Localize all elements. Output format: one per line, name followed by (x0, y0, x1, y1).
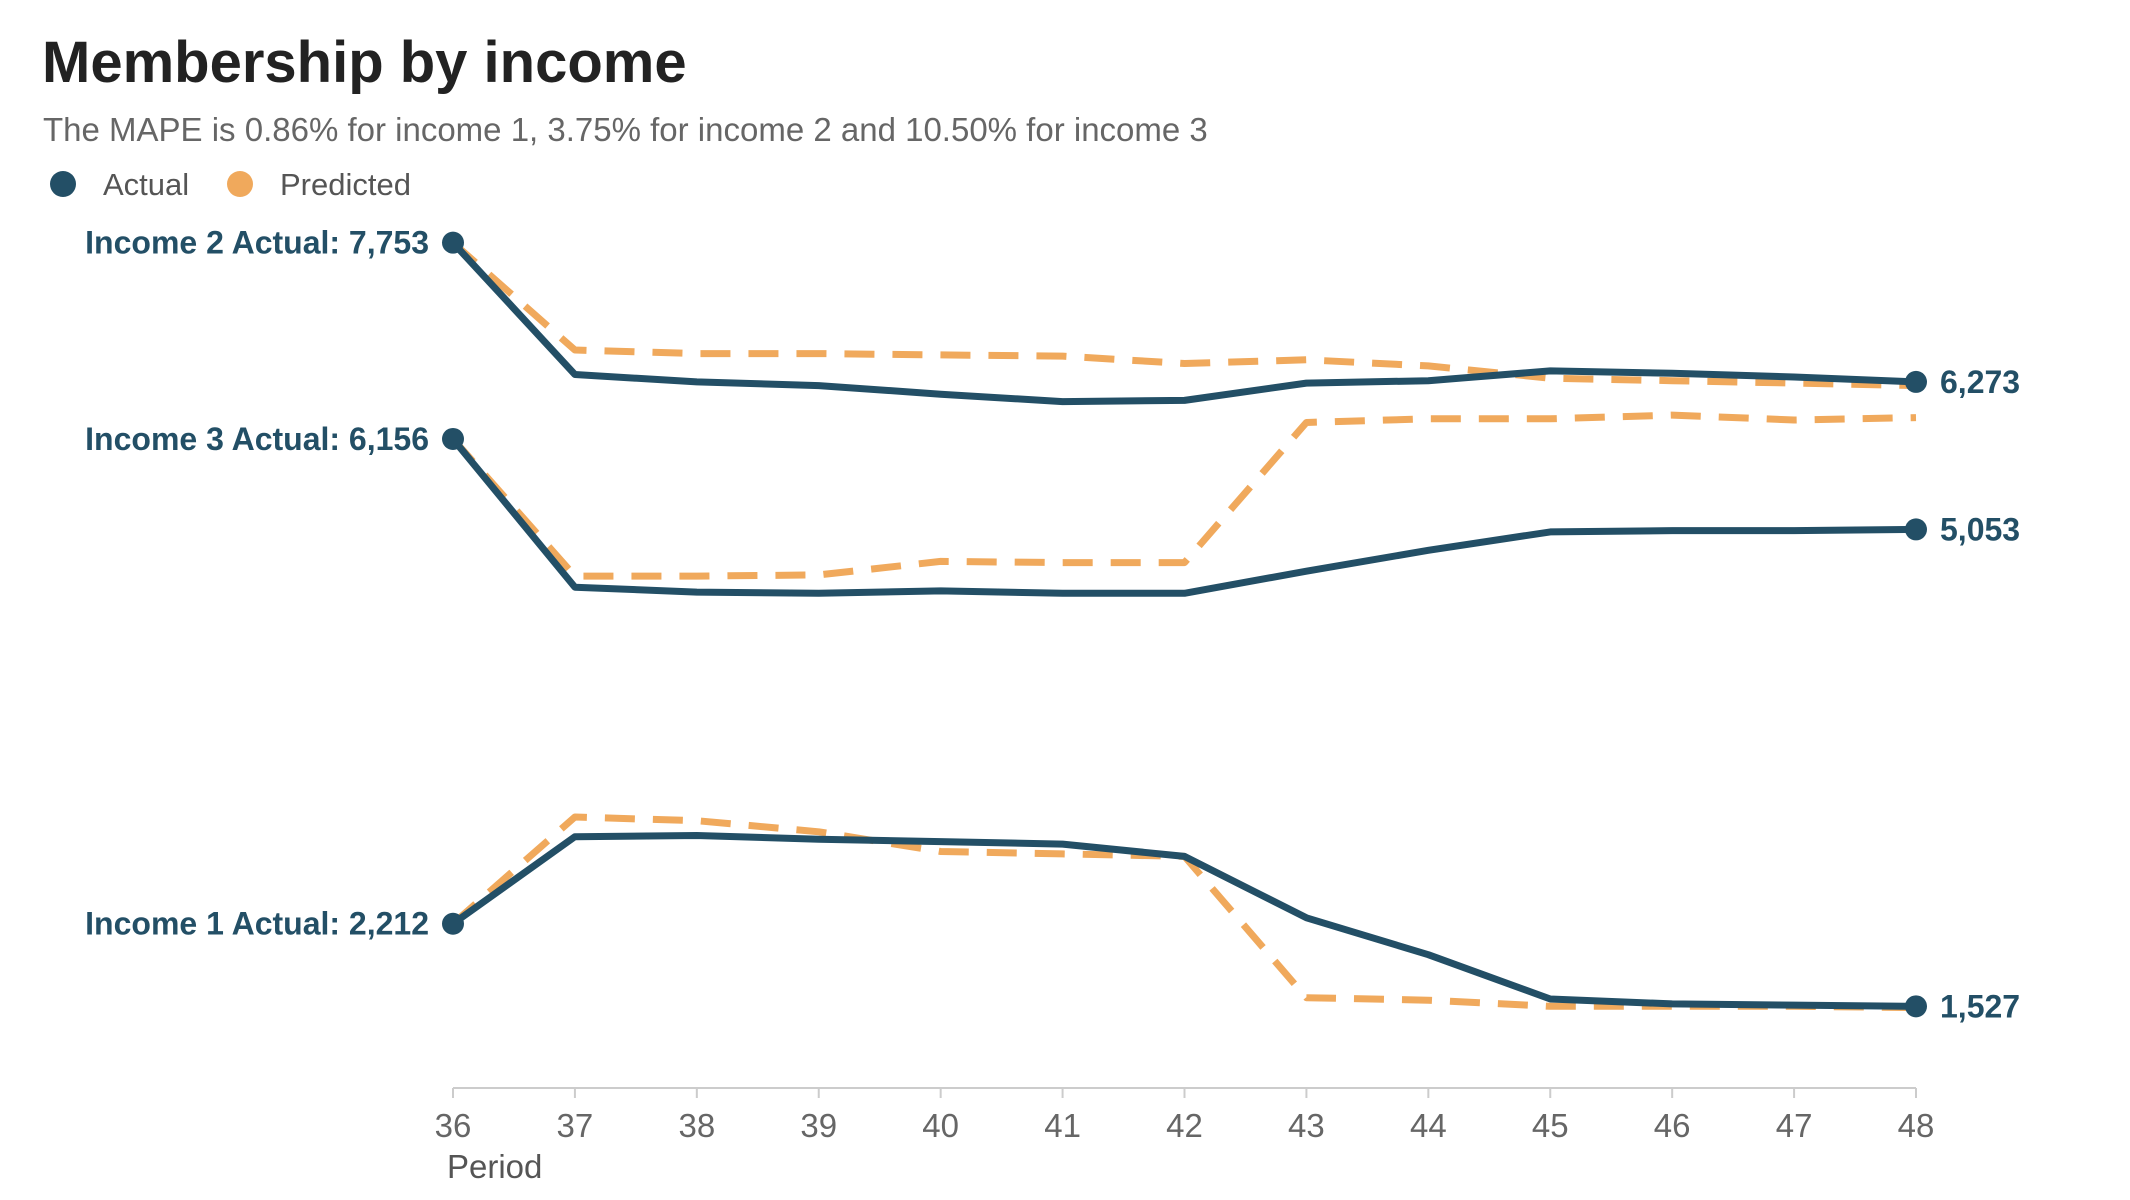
income-2-start-label: Income 2 Actual: 7,753 (85, 225, 429, 261)
series-markers (442, 231, 1927, 1018)
legend-predicted-marker (227, 171, 253, 197)
income-2-start-point (442, 231, 464, 254)
legend-actual-label: Actual (103, 167, 189, 202)
legend-predicted-label: Predicted (280, 167, 411, 202)
x-tick-label: 43 (1288, 1107, 1325, 1144)
x-tick-label: 47 (1776, 1107, 1813, 1144)
x-axis: 36 37 38 39 40 41 42 43 44 45 46 47 48 (435, 1087, 1935, 1144)
chart-title: Membership by income (42, 30, 687, 95)
income-1-actual-line (449, 832, 1920, 1010)
income-1-start-label: Income 1 Actual: 2,212 (85, 906, 429, 942)
x-axis-title: Period (447, 1148, 542, 1185)
income-1-end-label: 1,527 (1940, 988, 2020, 1024)
chart-subtitle: The MAPE is 0.86% for income 1, 3.75% fo… (43, 111, 1208, 148)
income-3-predicted-line (450, 411, 1917, 580)
x-tick-label: 42 (1166, 1107, 1203, 1144)
income-1-end-point (1905, 995, 1927, 1018)
income-1-predicted-line (450, 813, 1917, 1012)
x-tick-label: 40 (922, 1107, 959, 1144)
income-1-start-point (442, 912, 464, 935)
income-3-start-label: Income 3 Actual: 6,156 (85, 421, 429, 457)
series-labels: Income 2 Actual: 7,753 6,273 Income 3 Actu… (85, 225, 2020, 1025)
x-tick-label: 41 (1044, 1107, 1081, 1144)
x-tick-label: 39 (800, 1107, 837, 1144)
income-3-end-label: 5,053 (1940, 511, 2020, 547)
x-tick-label: 36 (435, 1107, 472, 1144)
income-2-end-point (1905, 370, 1927, 393)
income-2-predicted-line (450, 240, 1917, 390)
x-tick-label: 46 (1654, 1107, 1691, 1144)
x-tick-label: 44 (1410, 1107, 1447, 1144)
x-tick-label: 45 (1532, 1107, 1569, 1144)
income-2-end-label: 6,273 (1940, 364, 2020, 400)
income-3-start-point (442, 427, 464, 450)
income-3-end-point (1905, 518, 1927, 541)
income-3-actual-line (449, 435, 1920, 597)
legend: Actual Predicted (50, 167, 411, 202)
x-tick-label: 38 (678, 1107, 715, 1144)
x-tick-label: 48 (1898, 1107, 1935, 1144)
series-lines (449, 239, 1920, 1012)
x-tick-label: 37 (557, 1107, 594, 1144)
legend-actual-marker (50, 171, 76, 197)
income-2-actual-line (449, 239, 1920, 406)
